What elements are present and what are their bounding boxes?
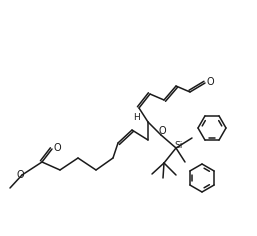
Text: O: O — [16, 170, 24, 180]
Text: O: O — [206, 77, 214, 87]
Text: H: H — [133, 114, 139, 122]
Text: O: O — [158, 126, 166, 136]
Text: O: O — [53, 143, 61, 153]
Text: Si: Si — [175, 140, 183, 149]
